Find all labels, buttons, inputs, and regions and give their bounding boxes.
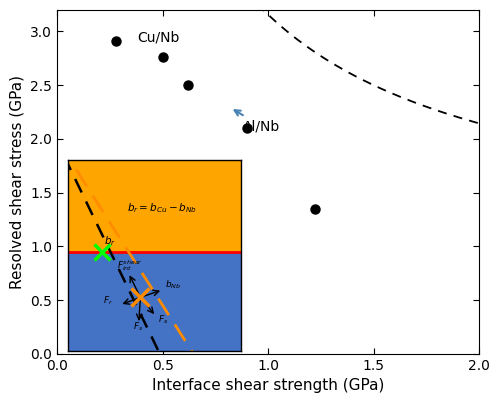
Text: Cu/Nb: Cu/Nb (138, 30, 179, 44)
X-axis label: Interface shear strength (GPa): Interface shear strength (GPa) (152, 378, 384, 393)
Text: Al/Nb: Al/Nb (234, 110, 280, 133)
Y-axis label: Resolved shear stress (GPa): Resolved shear stress (GPa) (10, 75, 24, 289)
